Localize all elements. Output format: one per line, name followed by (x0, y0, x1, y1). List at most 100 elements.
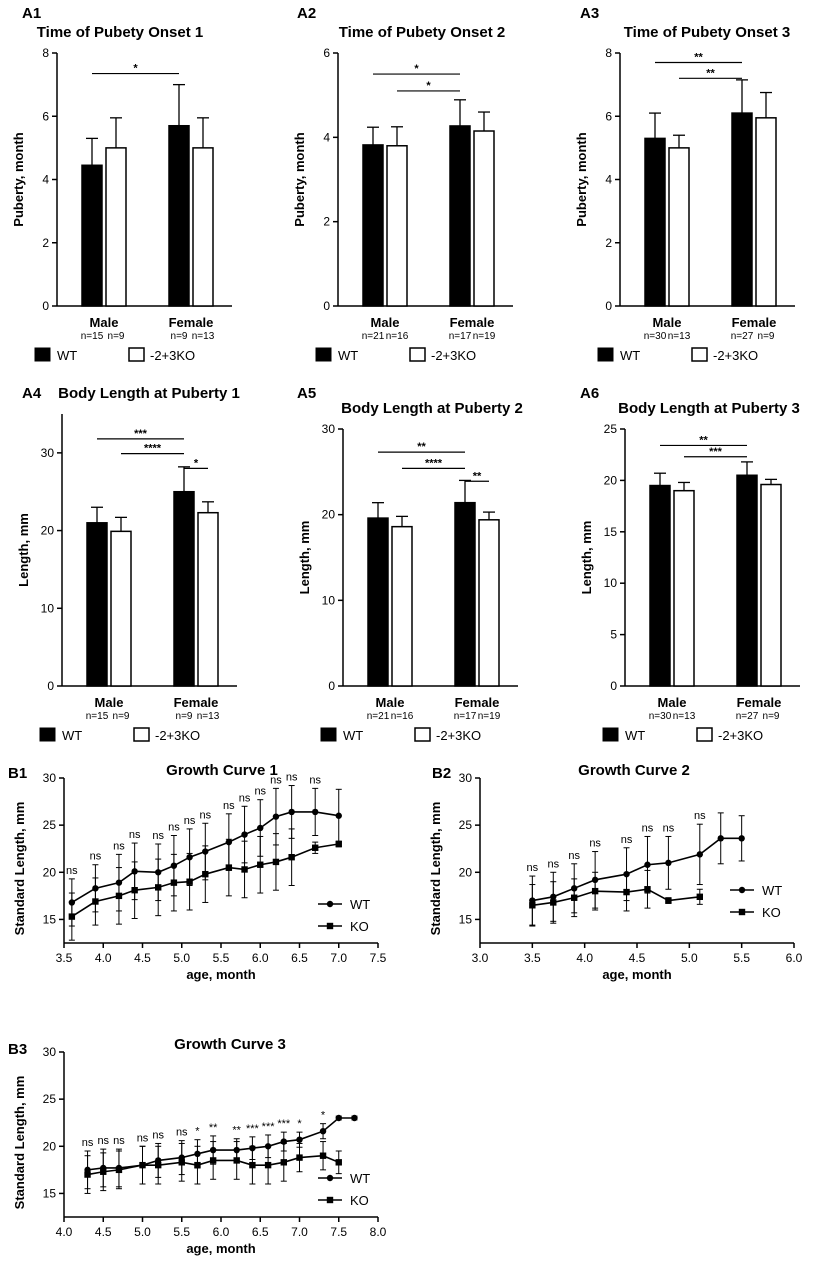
legend-label-ko: -2+3KO (436, 728, 481, 743)
x-tick-label: 4.5 (134, 951, 151, 965)
y-tick-label: 25 (43, 818, 57, 832)
n-label: n=19 (478, 711, 501, 722)
y-tick-label: 6 (323, 46, 330, 60)
y-tick-label: 15 (43, 912, 57, 926)
legend-label-ko: KO (350, 1193, 369, 1208)
significance-label: ns (82, 1137, 94, 1149)
chart-title: Time of Pubety Onset 1 (37, 24, 203, 41)
x-tick-label: 5.0 (681, 951, 698, 965)
panel-a3: A3 Time of Pubety Onset 3 0 2 4 6 8 Puberty, mo… (574, 5, 795, 363)
bar-wt (173, 490, 195, 687)
significance-label: **** (144, 443, 162, 455)
n-label: n=27 (736, 711, 759, 722)
legend-marker-ko (326, 1196, 334, 1204)
x-tick-label: 4.5 (95, 1225, 112, 1239)
significance-label: ns (309, 774, 321, 786)
data-point-ko (335, 1159, 342, 1166)
x-tick-label: 5.5 (213, 951, 230, 965)
y-tick-label: 30 (43, 771, 57, 785)
x-tick-label: 6.0 (252, 951, 269, 965)
data-point-wt (257, 824, 264, 832)
legend-marker-wt (326, 900, 334, 908)
bar-wt (644, 137, 666, 307)
x-tick-label: 4.0 (576, 951, 593, 965)
bar--2+3ko (668, 147, 690, 307)
data-point-ko (68, 913, 76, 920)
n-label: n=17 (454, 711, 477, 722)
y-tick-label: 30 (43, 1045, 57, 1059)
data-point-wt (335, 1114, 342, 1122)
significance-label: *** (709, 446, 723, 458)
significance-label: ** (706, 67, 715, 79)
y-tick-label: 8 (605, 46, 612, 60)
legend-label-wt: WT (57, 348, 77, 363)
x-tick-label: 7.5 (370, 951, 387, 965)
chart-title: Growth Curve 3 (174, 1036, 286, 1053)
y-axis-label: Puberty, month (11, 132, 26, 226)
significance-label: *** (246, 1123, 260, 1135)
panel-b3: B3 Growth Curve 3 15 20 25 30 4.0 4.5 5.0 5.5 6.0 6… (8, 1036, 387, 1256)
bar-wt (736, 474, 758, 687)
series-line-wt (532, 837, 742, 902)
n-label: n=13 (192, 331, 215, 342)
y-axis-label: Puberty, month (574, 132, 589, 226)
n-label: n=13 (673, 711, 696, 722)
data-point-wt (665, 859, 672, 867)
y-tick-label: 8 (42, 46, 49, 60)
n-label: n=9 (171, 331, 188, 342)
significance-label: * (414, 63, 419, 75)
series-line-wt (87, 1117, 355, 1171)
data-point-ko (92, 898, 99, 905)
significance-label: ns (176, 1127, 188, 1139)
panel-label: B3 (8, 1041, 27, 1058)
bar-wt (168, 124, 190, 307)
data-point-ko (209, 1157, 217, 1164)
y-tick-label: 20 (459, 865, 473, 879)
significance-label: * (133, 63, 138, 75)
bar--2+3ko (105, 147, 127, 307)
panel-label: B1 (8, 765, 27, 782)
panel-label: A3 (580, 5, 599, 22)
n-label: n=30 (649, 711, 672, 722)
n-label: n=27 (731, 331, 754, 342)
chart-title: Growth Curve 2 (578, 762, 690, 779)
legend-label-wt: WT (625, 728, 645, 743)
significance-label: * (297, 1118, 302, 1130)
category-label: Male (371, 315, 400, 330)
n-label: n=21 (367, 711, 390, 722)
data-point-ko (696, 893, 703, 900)
significance-label: ns (642, 822, 654, 834)
x-tick-label: 6.0 (213, 1225, 230, 1239)
data-point-ko (644, 886, 651, 893)
x-tick-label: 4.0 (95, 951, 112, 965)
y-tick-label: 25 (459, 818, 473, 832)
significance-label: ** (417, 441, 426, 453)
significance-label: ns (137, 1132, 149, 1144)
data-point-ko (296, 1154, 303, 1161)
data-point-wt (738, 835, 745, 842)
significance-label: ns (113, 840, 125, 852)
x-axis-label: age, month (186, 1241, 255, 1256)
significance-label: *** (262, 1121, 276, 1133)
category-label: Female (169, 315, 214, 330)
category-label: Male (376, 695, 405, 710)
bar-wt (86, 522, 108, 687)
bar--2+3ko (197, 511, 219, 687)
significance-label: ns (270, 774, 282, 786)
series-line-ko (532, 888, 700, 907)
significance-label: ** (209, 1122, 218, 1134)
panel-a6: A6 Body Length at Puberty 3 0 5 10 15 20 25 Leng… (579, 385, 800, 743)
data-point-ko (257, 861, 264, 868)
legend-label-wt: WT (350, 1171, 370, 1186)
data-point-ko (84, 1171, 91, 1178)
y-tick-label: 30 (322, 422, 336, 436)
y-tick-label: 2 (323, 215, 330, 229)
data-point-ko (155, 1161, 162, 1169)
y-axis-label: Length, mm (16, 513, 31, 587)
legend-marker-ko (738, 908, 746, 916)
significance-label: *** (277, 1118, 291, 1130)
category-label: Male (653, 315, 682, 330)
x-tick-label: 6.5 (291, 951, 308, 965)
legend-swatch-ko (691, 347, 708, 362)
